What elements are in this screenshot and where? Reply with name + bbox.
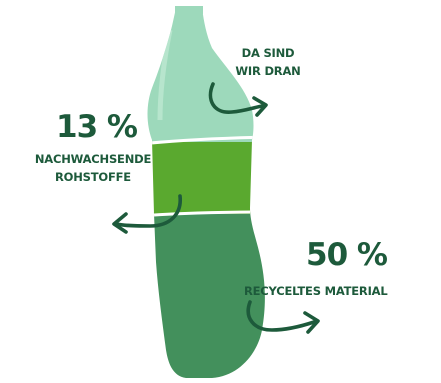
bottle-bottom-segment <box>147 212 265 378</box>
middle-label-line1: NACHWACHSENDE <box>34 152 152 166</box>
arrow-bottom-icon <box>246 300 320 334</box>
bottom-label: RECYCELTES MATERIAL <box>244 284 388 298</box>
arrow-middle-icon <box>112 194 182 234</box>
bottle-middle-segment <box>147 140 265 214</box>
top-label-line1: DA SIND <box>241 46 295 60</box>
middle-label: NACHWACHSENDE ROHSTOFFE <box>8 150 178 186</box>
middle-percent: 13 % <box>56 109 138 145</box>
top-label: DA SIND WIR DRAN <box>220 44 316 80</box>
top-label-line2: WIR DRAN <box>235 64 301 78</box>
bottle-cap <box>175 6 203 14</box>
arrow-top-icon <box>208 82 268 117</box>
middle-label-line2: ROHSTOFFE <box>55 170 131 184</box>
bottom-percent: 50 % <box>306 237 388 273</box>
